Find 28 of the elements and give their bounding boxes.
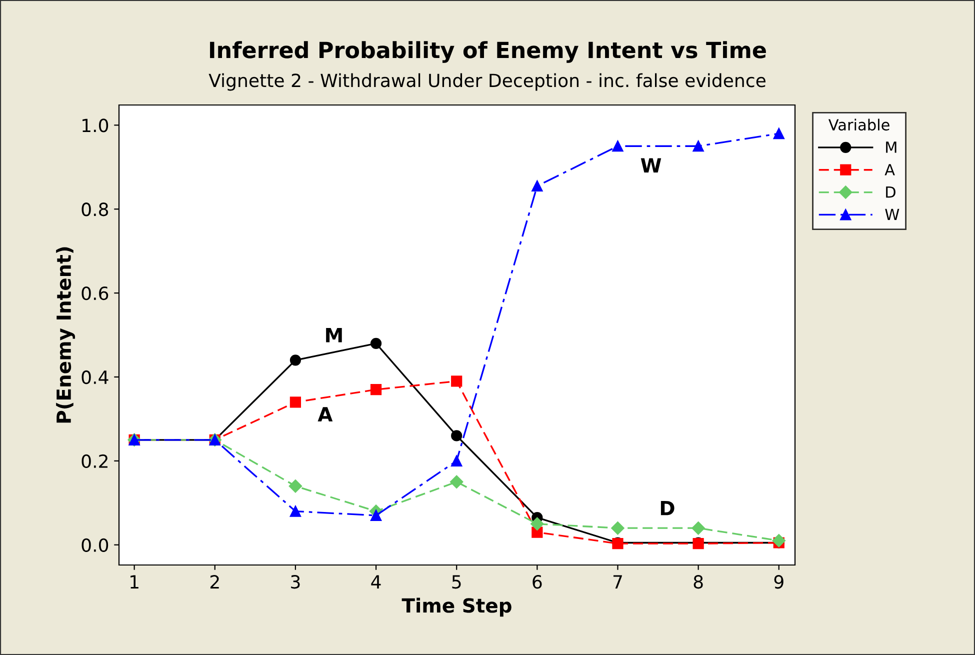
- chart-title: Inferred Probability of Enemy Intent vs Time: [210, 41, 766, 63]
- x-tick-label: 6: [532, 575, 542, 589]
- annotation: D: [660, 500, 674, 516]
- legend-label: M: [886, 142, 896, 153]
- x-axis-title: Time Step: [402, 598, 512, 617]
- y-tick-label: 0.2: [82, 454, 108, 468]
- legend-label: W: [885, 208, 900, 220]
- chart-subtitle: Vignette 2 - Withdrawal Under Deception - inc. false evidence: [208, 73, 766, 91]
- legend-title: Variable: [828, 118, 890, 131]
- y-tick-label: 0.6: [82, 286, 108, 300]
- y-axis-title: P(Enemy Intent): [56, 247, 76, 423]
- x-tick-label: 2: [210, 575, 219, 588]
- y-tick-label: 0.8: [82, 202, 108, 216]
- annotation: W: [640, 158, 662, 172]
- x-tick-label: 7: [613, 575, 622, 588]
- annotation: A: [318, 407, 333, 422]
- legend-label: D: [886, 186, 896, 198]
- x-tick-label: 4: [371, 575, 381, 588]
- x-tick-label: 3: [291, 575, 300, 589]
- y-tick-label: 0.0: [82, 538, 108, 552]
- annotation: M: [326, 328, 342, 342]
- x-tick-label: 1: [130, 575, 138, 588]
- legend-label: A: [884, 164, 895, 176]
- x-tick-label: 8: [694, 575, 703, 589]
- y-tick-label: 1.0: [82, 118, 108, 132]
- x-tick-label: 5: [452, 575, 461, 589]
- y-tick-label: 0.4: [82, 370, 108, 384]
- x-tick-label: 9: [774, 575, 784, 589]
